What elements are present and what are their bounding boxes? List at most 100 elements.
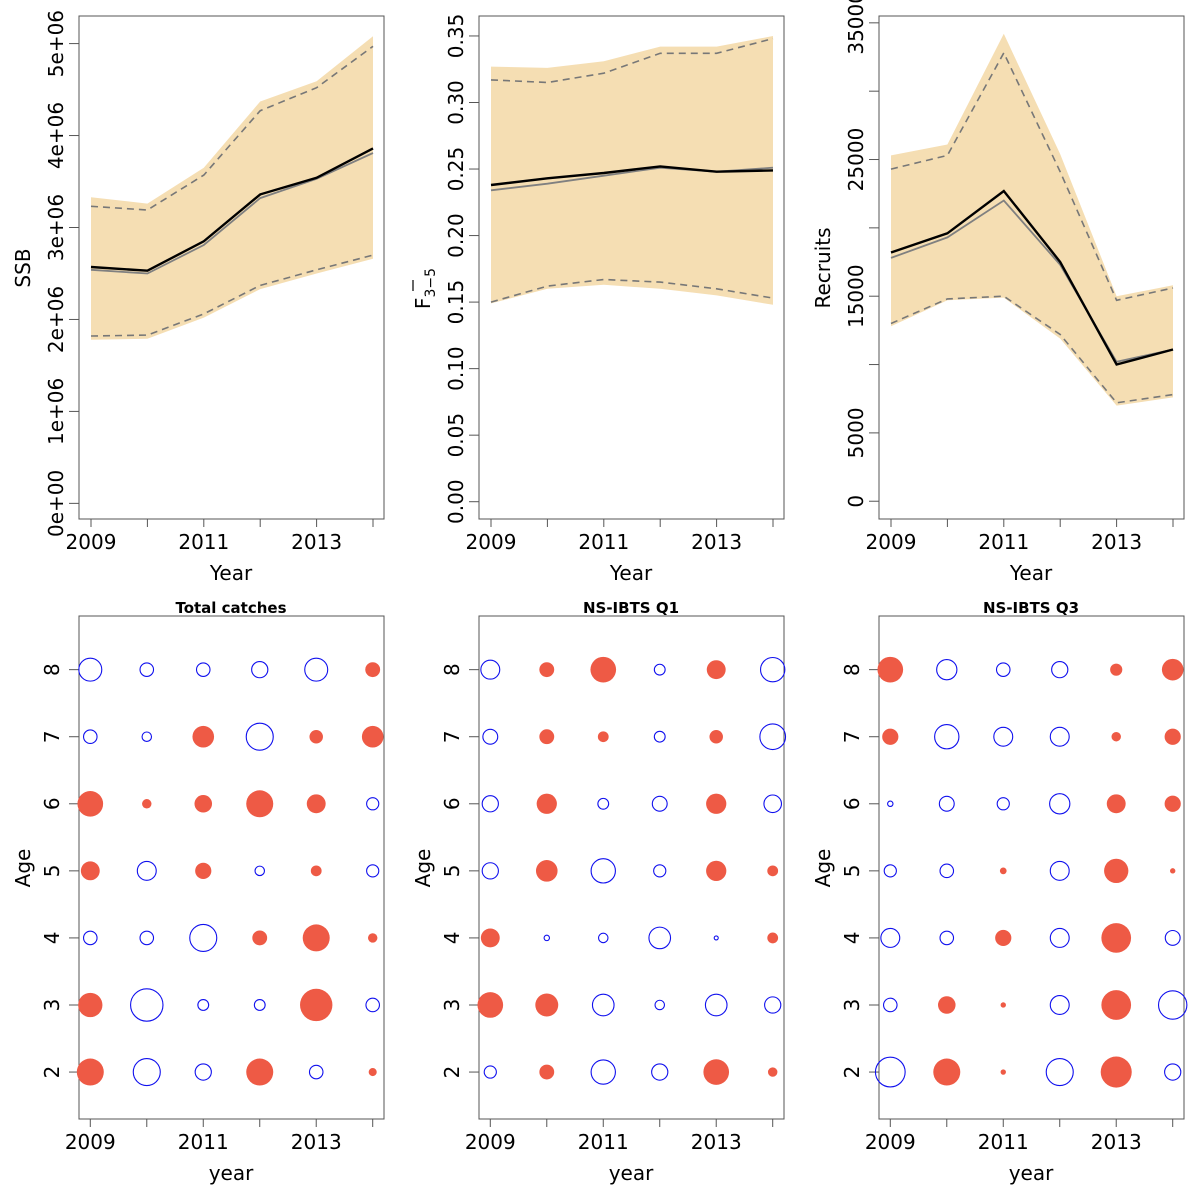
- x-tick-label: 2013: [291, 1130, 342, 1154]
- ci-lower-line: [490, 278, 774, 303]
- y-tick-label: 4: [840, 932, 864, 945]
- residual-bubble-positive: [368, 1068, 377, 1077]
- y-tick-label: 4: [440, 932, 464, 945]
- y-tick-label: 0.10: [444, 346, 468, 391]
- residual-bubble-negative: [365, 997, 381, 1013]
- residual-bubble-positive: [80, 861, 100, 881]
- residual-bubble-positive: [1164, 728, 1181, 745]
- residual-bubble-negative: [1049, 860, 1070, 881]
- residual-bubble-negative: [136, 860, 157, 881]
- residual-bubble-positive: [535, 993, 559, 1017]
- y-tick-label: 7: [840, 730, 864, 743]
- residual-bubble-negative: [1045, 1058, 1074, 1087]
- residual-bubble-negative: [481, 795, 499, 813]
- ssb-panel: Year SSB 2009 2011 2013 0e+00 1e+06 2e+06 3e+0…: [11, 10, 385, 585]
- confidence-band: [91, 36, 373, 340]
- residual-bubble-negative: [197, 999, 210, 1011]
- residual-bubble-negative: [1049, 994, 1070, 1015]
- plot-frame: [878, 615, 1185, 1120]
- x-tick-label: 2011: [978, 530, 1029, 554]
- estimate-alt-line: [890, 199, 1174, 363]
- ns-ibts-q3-panel: NS-IBTS Q3 year Age 2009 2011 2013 2 3 4 5 6 7 8: [811, 599, 1188, 1185]
- residual-bubble-positive: [192, 725, 215, 748]
- x-tick-label: 2013: [1091, 530, 1142, 554]
- residual-bubble-negative: [141, 731, 153, 742]
- residual-bubble-negative: [880, 927, 901, 948]
- residual-bubble-positive: [300, 988, 333, 1022]
- y-tick-label: 4: [40, 932, 64, 945]
- residual-bubble-positive: [938, 996, 956, 1014]
- residual-bubble-negative: [651, 795, 668, 812]
- estimate-line: [490, 165, 774, 187]
- residual-bubble-positive: [539, 662, 555, 678]
- residual-bubble-negative: [654, 999, 666, 1011]
- y-tick-label: 4e+06: [44, 102, 68, 169]
- residual-bubble-positive: [703, 1059, 730, 1085]
- residual-bubble-positive: [1106, 794, 1126, 814]
- residual-bubble-negative: [1164, 1063, 1182, 1081]
- x-tick-label: 2011: [178, 1130, 229, 1154]
- y-tick-label: 15000: [844, 264, 868, 328]
- y-tick-label: 7: [440, 730, 464, 743]
- residual-bubble-negative: [934, 724, 960, 750]
- residual-bubble-positive: [252, 930, 268, 946]
- plot-frame: [478, 615, 785, 1120]
- residual-bubble-positive: [1164, 795, 1181, 812]
- y-tick-label: 3e+06: [44, 194, 68, 261]
- residual-bubble-negative: [713, 935, 719, 941]
- residual-bubble-positive: [1111, 731, 1121, 742]
- residual-bubble-positive: [999, 867, 1007, 875]
- residual-bubble-negative: [1164, 929, 1181, 946]
- residual-bubble-positive: [1100, 1056, 1132, 1088]
- y-tick-label: 6: [840, 797, 864, 810]
- residual-bubble-negative: [1157, 990, 1188, 1020]
- y-tick-label: 5: [40, 864, 64, 877]
- y-axis-title: F3−5: [411, 268, 439, 309]
- residual-bubble-negative: [874, 1056, 906, 1088]
- residual-bubble-positive: [480, 928, 500, 948]
- residual-bubble-negative: [939, 930, 955, 946]
- confidence-band: [891, 33, 1173, 406]
- residual-bubble-negative: [254, 865, 266, 877]
- residual-bubble-negative: [195, 662, 211, 677]
- residual-bubble-positive: [590, 656, 617, 683]
- residual-bubble-positive: [246, 790, 274, 818]
- residual-bubble-negative: [760, 656, 786, 683]
- residual-bubble-negative: [939, 863, 955, 879]
- y-tick-label: 0: [844, 495, 868, 508]
- residual-bubble-positive: [365, 662, 381, 678]
- estimate-line: [890, 189, 1174, 366]
- x-tick-label: 2011: [178, 530, 229, 554]
- residual-bubble-positive: [302, 924, 330, 952]
- residual-bubble-positive: [1000, 1069, 1006, 1075]
- y-tick-label: 8: [840, 663, 864, 676]
- residual-bubble-negative: [653, 730, 666, 743]
- y-tick-label: 5e+06: [44, 10, 68, 77]
- residual-bubble-positive: [597, 731, 609, 743]
- x-tick-label: 2009: [66, 530, 117, 554]
- y-tick-label: 5: [440, 864, 464, 877]
- residual-bubble-positive: [709, 729, 723, 744]
- y-tick-label: 2e+06: [44, 286, 68, 353]
- y-tick-label: 5: [840, 864, 864, 877]
- residual-bubble-negative: [591, 993, 615, 1017]
- x-tick-label: 2009: [465, 1130, 516, 1154]
- y-tick-label: 7: [40, 730, 64, 743]
- residual-bubble-negative: [82, 930, 98, 946]
- x-tick-label: 2009: [65, 1130, 116, 1154]
- ci-lower-line: [890, 295, 1174, 404]
- plot-frame: [878, 15, 1185, 520]
- y-axis-title-main: F: [411, 298, 435, 310]
- y-tick-label: 3: [40, 999, 64, 1012]
- y-axis-title: Recruits: [811, 227, 835, 308]
- residual-bubble-negative: [590, 858, 616, 884]
- ci-lower-line: [90, 254, 374, 337]
- residual-bubble-positive: [78, 992, 103, 1018]
- y-tick-label: 8: [40, 663, 64, 676]
- y-tick-label: 2: [840, 1066, 864, 1079]
- x-tick-label: 2011: [578, 1130, 629, 1154]
- residual-bubble-positive: [535, 860, 558, 882]
- residual-bubble-positive: [539, 729, 555, 745]
- panel-title: Total catches: [175, 599, 286, 617]
